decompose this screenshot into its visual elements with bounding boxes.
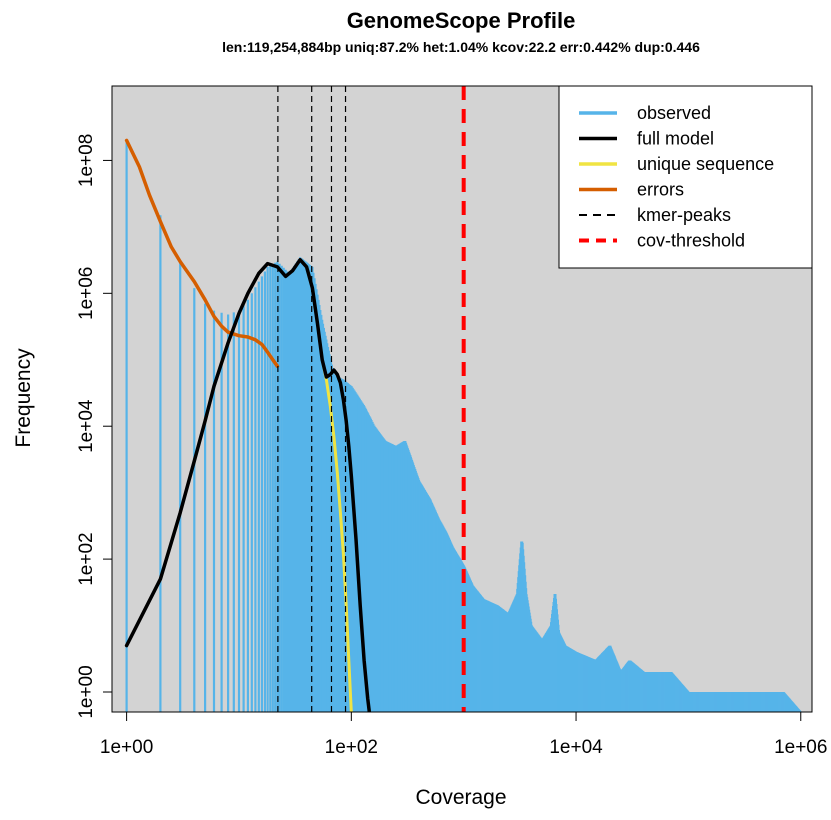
legend-label: unique sequence bbox=[637, 154, 774, 174]
series-full-model bbox=[124, 257, 372, 712]
chart-subtitle: len:119,254,884bp uniq:87.2% het:1.04% k… bbox=[222, 39, 700, 55]
legend-label: observed bbox=[637, 103, 711, 123]
x-axis: 1e+00 1e+02 1e+04 1e+06 bbox=[100, 711, 827, 758]
chart-title: GenomeScope Profile bbox=[347, 8, 576, 33]
x-tick-label: 1e+04 bbox=[549, 737, 603, 758]
y-tick-label: 1e+08 bbox=[76, 134, 97, 187]
y-axis: 1e+00 1e+02 1e+04 1e+06 1e+08 bbox=[76, 134, 112, 719]
x-tick-label: 1e+00 bbox=[100, 737, 153, 758]
legend-label: errors bbox=[637, 180, 684, 200]
plot-area bbox=[124, 86, 802, 712]
x-axis-title: Coverage bbox=[415, 786, 506, 809]
y-tick-label: 1e+06 bbox=[76, 267, 97, 320]
legend-label: cov-threshold bbox=[637, 231, 745, 251]
y-axis-title: Frequency bbox=[12, 348, 35, 448]
x-tick-label: 1e+06 bbox=[774, 737, 827, 758]
legend-label: full model bbox=[637, 129, 714, 149]
series-unique-sequence bbox=[320, 358, 353, 712]
x-tick-label: 1e+02 bbox=[325, 737, 378, 758]
legend: observed full model unique sequence errors k… bbox=[558, 85, 813, 269]
y-tick-label: 1e+00 bbox=[76, 665, 97, 718]
legend-box bbox=[558, 85, 813, 269]
series-errors bbox=[124, 138, 280, 368]
legend-label: kmer-peaks bbox=[637, 205, 731, 225]
y-tick-label: 1e+04 bbox=[76, 399, 97, 453]
y-tick-label: 1e+02 bbox=[76, 532, 97, 585]
